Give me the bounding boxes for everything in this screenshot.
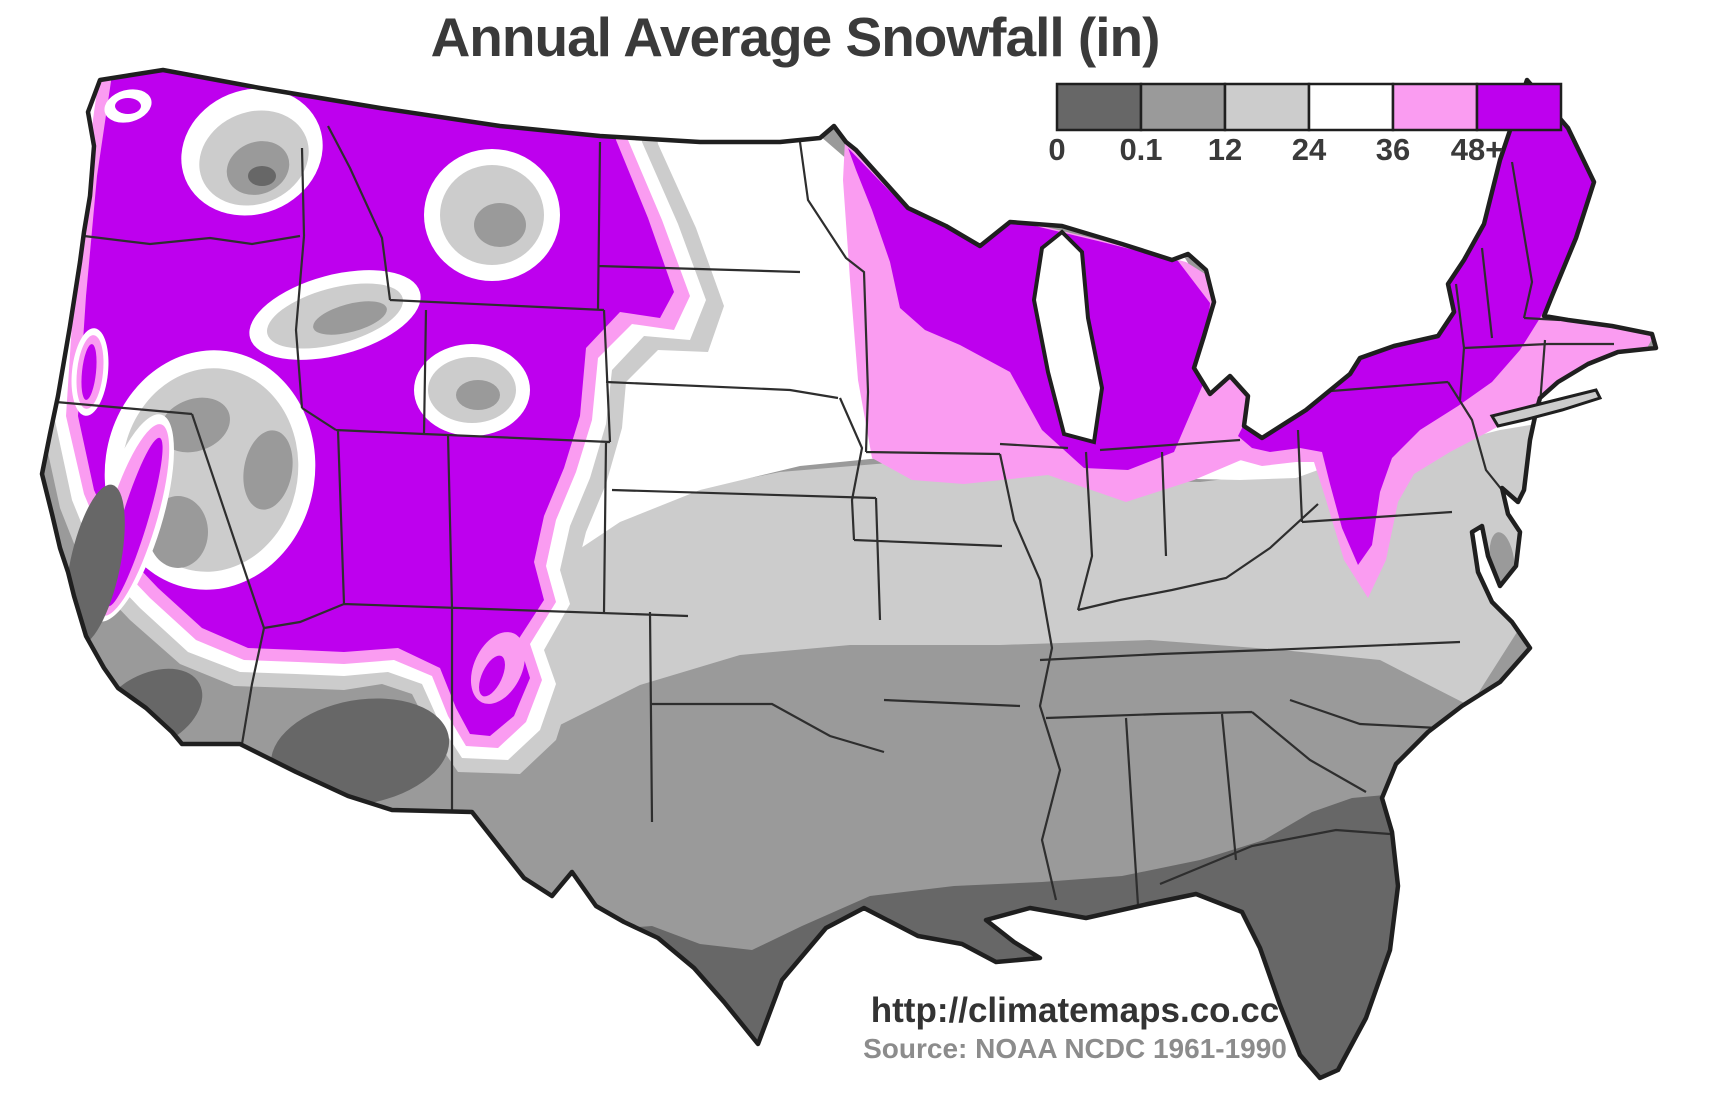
- olympic-magenta: [115, 98, 141, 114]
- nm-magenta-core: [479, 655, 505, 697]
- oregon-coast-range: [71, 328, 109, 416]
- legend-swatch-2: [1223, 82, 1311, 132]
- attribution-source: Source: NOAA NCDC 1961-1990: [863, 1033, 1287, 1064]
- lake-michigan: [1031, 229, 1105, 445]
- enclave-montana-plains: [424, 149, 560, 281]
- enclave-wyoming-basin: [414, 344, 530, 436]
- enclave-columbia-basin: [181, 88, 323, 216]
- legend-label-1: 0.1: [1119, 132, 1162, 167]
- long-island-group: [1489, 388, 1603, 428]
- legend-swatch-5: [1475, 82, 1563, 132]
- enclave-gray-core: [474, 203, 526, 247]
- olympic-mountains: [104, 89, 152, 123]
- legend-swatches: [1055, 82, 1563, 132]
- legend-swatch-4: [1391, 82, 1479, 132]
- attribution: http://climatemaps.co.cc Source: NOAA NC…: [863, 991, 1287, 1064]
- enclave-gray-core: [243, 430, 293, 510]
- legend-label-5: 48+: [1451, 132, 1504, 167]
- legend-label-2: 12: [1208, 132, 1242, 167]
- legend: 0 0.1 12 24 36 48+: [1048, 82, 1563, 167]
- enclave-snake-plain: [249, 270, 421, 360]
- us-outline: [39, 67, 1659, 1081]
- enclave-gray-core: [313, 301, 387, 335]
- state-border-lines: [55, 125, 1614, 906]
- california-valley-dark: [65, 484, 125, 646]
- region-48plus-northcentral: [848, 148, 1210, 470]
- legend-swatch-3: [1307, 82, 1395, 132]
- attribution-url: http://climatemaps.co.cc: [871, 991, 1279, 1030]
- page-title: Annual Average Snowfall (in): [431, 6, 1160, 68]
- lake-michigan-group: [1031, 229, 1105, 445]
- enclave-dark-core: [248, 166, 276, 186]
- legend-label-3: 24: [1292, 132, 1327, 167]
- legend-label-0: 0: [1048, 132, 1065, 167]
- orcoast-magenta: [81, 344, 97, 400]
- legend-swatch-0: [1055, 82, 1143, 132]
- legend-labels: 0 0.1 12 24 36 48+: [1048, 132, 1503, 167]
- enclave-gray-core: [456, 380, 500, 410]
- region-48plus-northeast: [1238, 86, 1592, 565]
- legend-label-4: 36: [1376, 132, 1410, 167]
- state-borders: [55, 125, 1614, 906]
- legend-swatch-1: [1139, 82, 1227, 132]
- long-island: [1489, 388, 1603, 428]
